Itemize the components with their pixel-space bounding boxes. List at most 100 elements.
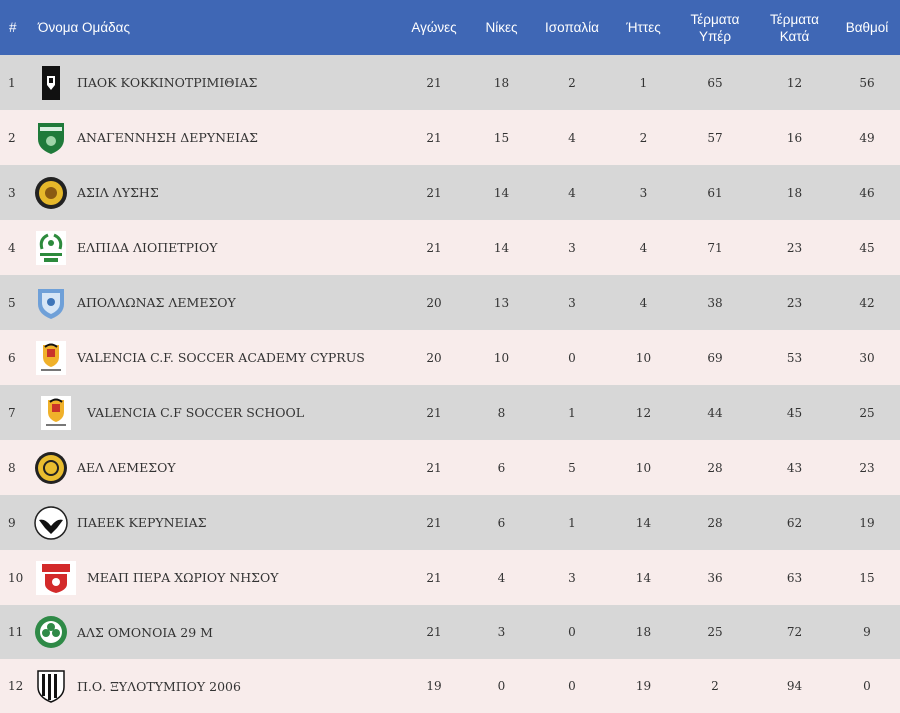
rank-cell: 5 (8, 295, 16, 310)
rank-cell: 8 (8, 460, 16, 475)
table-row: 2 ΑΝΑΓΕΝΝΗΣΗ ΔΕΡΥΝΕΙΑΣ 21 15 4 2 57 16 49 (0, 110, 900, 165)
draws-cell: 0 (568, 350, 576, 365)
played-cell: 21 (426, 75, 442, 90)
team-cell[interactable]: VALENCIA C.F SOCCER SCHOOL (34, 385, 397, 440)
rank-cell: 11 (8, 625, 24, 639)
team-name[interactable]: ΜΕΑΠ ΠΕΡΑ ΧΩΡΙΟΥ ΝΗΣΟΥ (87, 570, 279, 585)
played-cell: 21 (426, 185, 442, 200)
team-cell[interactable]: ΑΠΟΛΛΩΝΑΣ ΛΕΜΕΣΟΥ (34, 275, 397, 330)
losses-cell: 14 (635, 570, 652, 585)
team-name[interactable]: ΑΕΛ ΛΕΜΕΣΟΥ (77, 460, 176, 475)
goals-for-cell: 71 (707, 240, 723, 255)
table-row: 12 Π.Ο. ΞΥΛΟΤΥΜΠΟΥ 2006 19 0 0 19 2 94 0 (0, 659, 900, 713)
header-goals-for: Τέρματα Υπέρ (690, 11, 740, 44)
eagle-crest-icon (34, 505, 68, 540)
rank-cell: 6 (8, 350, 16, 365)
points-cell: 49 (859, 130, 875, 145)
header-row: # Όνομα Ομάδας Αγώνες Νίκες Ισοπαλία Ήττ… (0, 0, 900, 55)
team-name[interactable]: ΑΛΣ ΟΜΟΝΟΙΑ 29 Μ (77, 624, 213, 640)
points-cell: 23 (859, 460, 875, 475)
valencia-bat-crest-icon (34, 395, 78, 430)
goals-against-cell: 45 (786, 405, 803, 420)
wins-cell: 6 (497, 460, 506, 475)
paok-crest-icon (34, 65, 68, 100)
draws-cell: 2 (568, 75, 576, 90)
header-losses: Ήττες (626, 20, 661, 35)
team-cell[interactable]: Π.Ο. ΞΥΛΟΤΥΜΠΟΥ 2006 (34, 659, 397, 713)
team-cell[interactable]: ΑΕΛ ΛΕΜΕΣΟΥ (34, 440, 397, 495)
team-name[interactable]: ΑΣΙΛ ΛΥΣΗΣ (77, 185, 159, 200)
team-name[interactable]: Π.Ο. ΞΥΛΟΤΥΜΠΟΥ 2006 (77, 678, 241, 694)
losses-cell: 3 (639, 185, 648, 200)
goals-for-cell: 38 (707, 295, 723, 310)
goals-against-cell: 18 (786, 185, 803, 200)
rank-cell: 10 (8, 570, 24, 585)
goals-for-cell: 25 (707, 625, 723, 639)
goals-for-cell: 36 (707, 570, 723, 585)
losses-cell: 19 (635, 679, 652, 693)
team-cell[interactable]: ΠΑΟΚ ΚΟΚΚΙΝΟΤΡΙΜΙΘΙΑΣ (34, 55, 397, 110)
rank-cell: 9 (8, 515, 16, 530)
points-cell: 19 (859, 515, 875, 530)
striped-shield-crest-icon (34, 669, 68, 703)
table-row: 9 ΠΑΕΕΚ ΚΕΡΥΝΕΙΑΣ 21 6 1 14 28 62 19 (0, 495, 900, 550)
rank-cell: 3 (8, 185, 16, 200)
played-cell: 19 (426, 679, 442, 693)
table-row: 3 ΑΣΙΛ ΛΥΣΗΣ 21 14 4 3 61 18 46 (0, 165, 900, 220)
rank-cell: 1 (8, 75, 16, 90)
points-cell: 9 (863, 625, 871, 639)
team-name[interactable]: ΑΠΟΛΛΩΝΑΣ ΛΕΜΕΣΟΥ (77, 295, 236, 310)
goals-for-cell: 2 (711, 679, 719, 693)
points-cell: 56 (859, 75, 875, 90)
team-cell[interactable]: ΜΕΑΠ ΠΕΡΑ ΧΩΡΙΟΥ ΝΗΣΟΥ (34, 550, 397, 605)
losses-cell: 1 (639, 75, 648, 90)
played-cell: 21 (426, 130, 442, 145)
goals-for-cell: 28 (707, 515, 723, 530)
green-shield-crest-icon (34, 121, 68, 155)
draws-cell: 1 (568, 405, 576, 420)
draws-cell: 3 (568, 295, 576, 310)
draws-cell: 5 (568, 460, 576, 475)
table-row: 7 VALENCIA C.F SOCCER SCHOOL 21 8 1 12 44 45 25 (0, 385, 900, 440)
team-name[interactable]: ΠΑΕΕΚ ΚΕΡΥΝΕΙΑΣ (77, 515, 207, 530)
goals-against-cell: 23 (786, 240, 803, 255)
wins-cell: 3 (497, 625, 506, 639)
played-cell: 21 (426, 570, 442, 585)
goals-for-cell: 57 (707, 130, 723, 145)
team-name[interactable]: ΕΛΠΙΔΑ ΛΙΟΠΕΤΡΙΟΥ (77, 240, 218, 255)
team-name[interactable]: VALENCIA C.F. SOCCER ACADEMY CYPRUS (77, 350, 365, 365)
losses-cell: 10 (635, 460, 652, 475)
team-cell[interactable]: ΑΣΙΛ ΛΥΣΗΣ (34, 165, 397, 220)
goals-for-cell: 69 (707, 350, 723, 365)
header-goals-against: Τέρματα Κατά (770, 11, 819, 44)
header-points: Βαθμοί (845, 20, 889, 35)
played-cell: 21 (426, 460, 442, 475)
team-name[interactable]: ΠΑΟΚ ΚΟΚΚΙΝΟΤΡΙΜΙΘΙΑΣ (77, 75, 258, 90)
table-row: 4 ΕΛΠΙΔΑ ΛΙΟΠΕΤΡΙΟΥ 21 14 3 4 71 23 45 (0, 220, 900, 275)
points-cell: 46 (859, 185, 875, 200)
header-team-name: Όνομα Ομάδας (38, 20, 130, 35)
goals-against-cell: 53 (786, 350, 803, 365)
rank-cell: 7 (8, 405, 16, 420)
team-cell[interactable]: ΕΛΠΙΔΑ ΛΙΟΠΕΤΡΙΟΥ (34, 220, 397, 275)
table-row: 8 ΑΕΛ ΛΕΜΕΣΟΥ 21 6 5 10 28 43 23 (0, 440, 900, 495)
team-cell[interactable]: ΑΛΣ ΟΜΟΝΟΙΑ 29 Μ (34, 605, 397, 659)
team-cell[interactable]: ΑΝΑΓΕΝΝΗΣΗ ΔΕΡΥΝΕΙΑΣ (34, 110, 397, 165)
team-cell[interactable]: VALENCIA C.F. SOCCER ACADEMY CYPRUS (34, 330, 397, 385)
header-played: Αγώνες (411, 20, 457, 35)
goals-against-cell: 62 (786, 515, 803, 530)
team-name[interactable]: ΑΝΑΓΕΝΝΗΣΗ ΔΕΡΥΝΕΙΑΣ (77, 130, 258, 145)
rank-cell: 4 (8, 240, 16, 255)
goals-against-cell: 63 (786, 570, 803, 585)
draws-cell: 4 (568, 130, 576, 145)
team-cell[interactable]: ΠΑΕΕΚ ΚΕΡΥΝΕΙΑΣ (34, 495, 397, 550)
blue-shield-crest-icon (34, 286, 68, 320)
team-name[interactable]: VALENCIA C.F SOCCER SCHOOL (87, 405, 305, 420)
losses-cell: 10 (635, 350, 652, 365)
wins-cell: 14 (493, 240, 510, 255)
goals-against-cell: 12 (786, 75, 803, 90)
standings-body: 1 ΠΑΟΚ ΚΟΚΚΙΝΟΤΡΙΜΙΘΙΑΣ 21 18 2 1 65 12 56 2 ΑΝΑΓΕ… (0, 55, 900, 713)
header-rank: # (9, 20, 17, 35)
goals-for-cell: 28 (707, 460, 723, 475)
